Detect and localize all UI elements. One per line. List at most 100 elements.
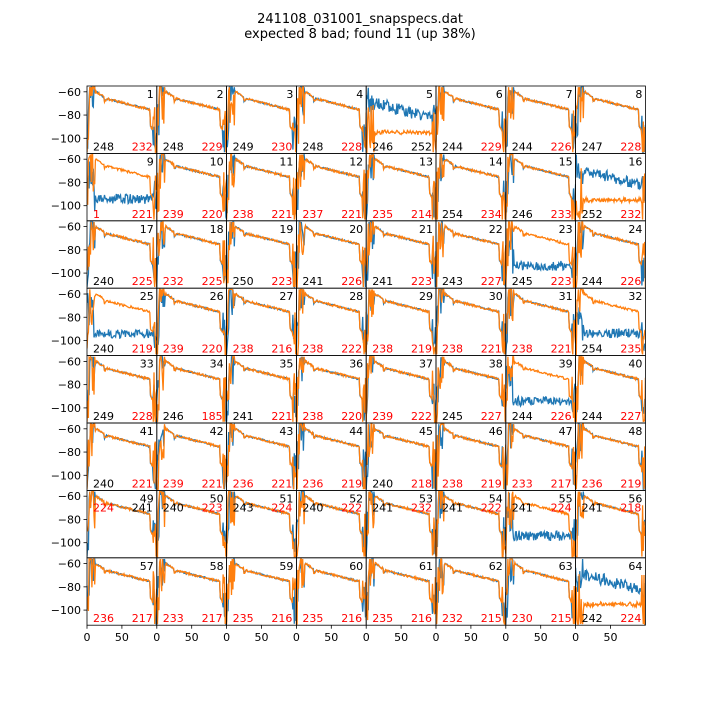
panel-6: 6 244 229 (435, 85, 507, 154)
panel-number: 35 (279, 358, 293, 371)
panel-39: 39 244 226 (505, 355, 576, 424)
series-a-line (575, 154, 646, 202)
panel-33: 33 249 228 −60 −80 −100 (51, 355, 158, 424)
panel-64: 64 242 224 0 50 (572, 557, 646, 644)
panel-number: 18 (210, 223, 224, 236)
panel-count-a: 230 (512, 612, 533, 625)
panel-24: 24 244 226 (575, 220, 646, 289)
panel-16: 16 252 232 (575, 152, 646, 222)
panel-count-b: 216 (411, 612, 432, 625)
panel-count-a: 249 (93, 410, 114, 423)
panel-number: 3 (286, 88, 293, 101)
series-b-line (366, 558, 437, 621)
series-b-line (226, 423, 297, 490)
panel-count-b: 221 (132, 208, 153, 221)
panel-count-a: 233 (512, 477, 533, 490)
panel-53: 53 241 232 (365, 489, 437, 559)
panel-46: 46 238 219 (435, 422, 507, 491)
panel-count-b: 215 (551, 612, 572, 625)
panel-number: 46 (489, 425, 503, 438)
panel-count-a: 236 (233, 477, 254, 490)
panel-number: 39 (559, 358, 573, 371)
panel-number: 28 (349, 290, 363, 303)
panel-number: 31 (559, 290, 573, 303)
panel-count-b: 228 (132, 410, 153, 423)
panel-count-b: 226 (551, 410, 572, 423)
panel-51: 51 243 224 (226, 489, 297, 559)
y-tick-label: −100 (51, 469, 81, 482)
panel-count-a: 241 (512, 501, 533, 514)
x-tick-label: 0 (84, 631, 91, 644)
panel-count-a: 245 (442, 410, 463, 423)
panel-count-a: 235 (372, 208, 393, 221)
x-tick-label: 50 (115, 631, 129, 644)
series-b-line (505, 356, 576, 422)
panel-count-b: 222 (411, 410, 432, 423)
panel-count-a: 232 (442, 612, 463, 625)
panel-count-a: 243 (442, 275, 463, 288)
y-tick-label: −60 (58, 355, 81, 368)
panel-number: 55 (559, 492, 573, 505)
panel-1: 1 248 232 −60 −80 −100 (51, 85, 158, 154)
panel-number: 62 (489, 560, 503, 573)
series-b-line (505, 558, 576, 625)
panel-count-b: 223 (551, 275, 572, 288)
y-tick-label: −60 (58, 288, 81, 301)
series-a-line (87, 293, 157, 349)
panel-number: 16 (628, 155, 642, 168)
panel-number: 25 (140, 290, 154, 303)
y-tick-label: −60 (58, 423, 81, 436)
panel-count-a: 245 (512, 275, 533, 288)
panel-count-b: 228 (620, 140, 641, 153)
panel-count-a: 240 (93, 477, 114, 490)
panel-count-a: 239 (163, 477, 184, 490)
panel-count-b: 185 (202, 410, 223, 423)
panel-number: 10 (210, 155, 224, 168)
panel-count-b: 217 (202, 612, 223, 625)
series-b-line (436, 356, 506, 423)
panel-38: 38 245 227 (435, 355, 507, 424)
panel-count-b: 216 (341, 612, 362, 625)
panel-count-a: 240 (372, 477, 393, 490)
panel-count-b: 221 (271, 477, 292, 490)
panel-count-a: 242 (582, 612, 603, 625)
panel-number: 43 (279, 425, 293, 438)
series-b-line (226, 221, 297, 288)
panel-36: 36 238 220 (295, 355, 367, 424)
series-b-line (436, 558, 506, 625)
panel-count-b: 224 (271, 501, 292, 514)
panel-8: 8 247 228 (575, 85, 646, 154)
series-b-line (156, 490, 227, 558)
panel-count-b: 219 (620, 477, 641, 490)
series-b-line (87, 423, 157, 490)
panel-5: 5 246 252 (365, 85, 437, 154)
panel-7: 7 244 226 (505, 85, 576, 154)
panel-count-a: 241 (442, 501, 463, 514)
panel-number: 51 (279, 492, 293, 505)
panel-number: 17 (140, 223, 154, 236)
series-b-line (156, 424, 227, 490)
panel-number: 32 (628, 290, 642, 303)
panel-count-a: 241 (233, 410, 254, 423)
x-tick-label: 0 (572, 631, 579, 644)
panel-37: 37 239 222 (365, 355, 437, 424)
series-b-line (436, 423, 506, 490)
series-b-line (226, 356, 297, 422)
panel-number: 1 (147, 88, 154, 101)
panel-count-b: 218 (411, 477, 432, 490)
panel-count-b: 226 (620, 275, 641, 288)
series-b-line (296, 288, 367, 356)
series-b-line (436, 86, 506, 153)
panel-number: 23 (559, 223, 573, 236)
series-b-line (296, 423, 367, 490)
series-b-line (156, 356, 227, 422)
series-b-line (87, 557, 157, 625)
y-tick-label: −100 (51, 402, 81, 415)
panel-56: 56 241 218 (575, 489, 646, 559)
panel-count-b: 221 (271, 208, 292, 221)
panel-count-b: 229 (481, 140, 502, 153)
panel-count-b: 227 (481, 410, 502, 423)
y-tick-label: −100 (51, 267, 81, 280)
